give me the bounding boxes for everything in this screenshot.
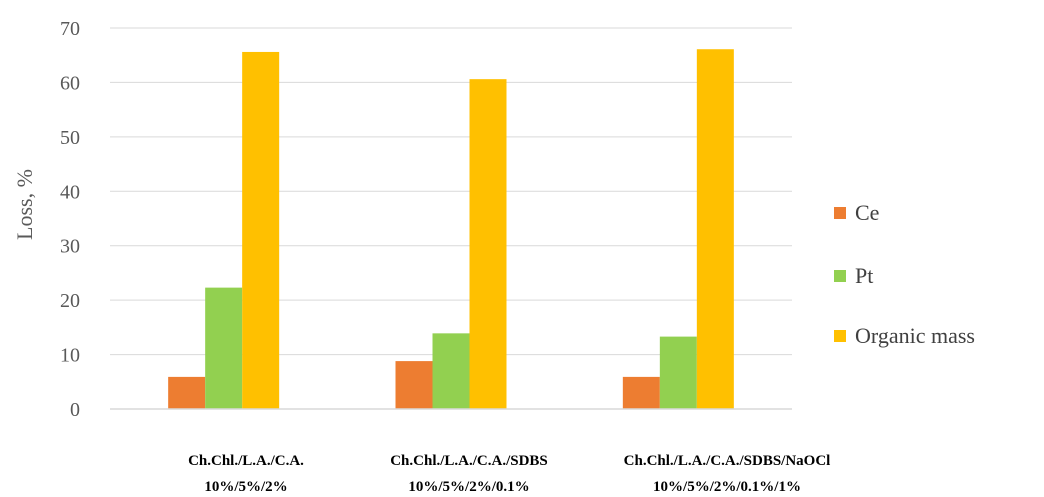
bar-organic-mass-0 <box>242 51 280 409</box>
legend-label-ce: Ce <box>855 200 879 225</box>
legend-swatch-ce <box>834 207 846 219</box>
bar-ce-1 <box>395 361 433 409</box>
y-tick-label: 40 <box>60 181 80 203</box>
category-label-2: Ch.Chl./L.A./C.A./SDBS/NaOCl 10%/5%/2%/0.… <box>624 453 831 495</box>
bar-ce-2 <box>622 376 660 409</box>
legend-swatch-organic-mass <box>834 330 846 342</box>
y-tick-label: 10 <box>60 345 80 367</box>
y-tick-label: 20 <box>60 290 80 312</box>
y-axis-label: Loss, % <box>12 169 37 240</box>
category-label-0: Ch.Chl./L.A./C.A. 10%/5%/2% <box>188 453 304 495</box>
legend-label-organic-mass: Organic mass <box>855 323 975 348</box>
bar-ce-0 <box>168 376 206 409</box>
y-tick-label: 60 <box>60 72 80 94</box>
bar-pt-2 <box>659 336 697 409</box>
legend-swatch-pt <box>834 270 846 282</box>
bar-organic-mass-2 <box>696 49 734 409</box>
category-label-1: Ch.Chl./L.A./C.A./SDBS 10%/5%/2%/0.1% <box>390 453 548 495</box>
y-tick-label: 30 <box>60 236 80 258</box>
legend: Ce Pt Organic mass <box>834 200 975 348</box>
y-tick-label: 0 <box>70 399 80 421</box>
y-tick-label: 70 <box>60 18 80 40</box>
y-tick-label: 50 <box>60 127 80 149</box>
y-axis-ticks: 0 10 20 30 40 50 60 70 <box>60 18 80 421</box>
bar-organic-mass-1 <box>469 79 507 410</box>
bars <box>168 49 734 410</box>
legend-label-pt: Pt <box>855 263 873 288</box>
bar-pt-1 <box>432 333 470 409</box>
bar-pt-0 <box>205 287 243 409</box>
category-labels: Ch.Chl./L.A./C.A. 10%/5%/2% Ch.Chl./L.A./C… <box>188 453 830 495</box>
